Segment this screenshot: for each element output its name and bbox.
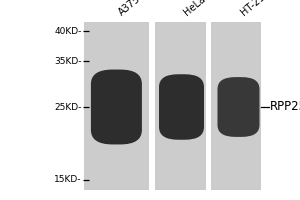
- Text: RPP25: RPP25: [270, 100, 300, 114]
- Bar: [84, 22, 148, 190]
- Text: 15KD-: 15KD-: [54, 176, 82, 184]
- Bar: [206, 22, 211, 190]
- FancyBboxPatch shape: [159, 74, 204, 140]
- Text: 40KD-: 40KD-: [55, 26, 82, 36]
- Ellipse shape: [162, 86, 189, 91]
- Text: 25KD-: 25KD-: [55, 102, 82, 112]
- Text: HT-29: HT-29: [238, 0, 267, 18]
- FancyBboxPatch shape: [218, 77, 260, 137]
- Text: A375: A375: [116, 0, 142, 18]
- Bar: [154, 22, 261, 190]
- FancyBboxPatch shape: [91, 70, 142, 144]
- Text: 35KD-: 35KD-: [54, 56, 82, 66]
- Text: HeLa: HeLa: [182, 0, 207, 18]
